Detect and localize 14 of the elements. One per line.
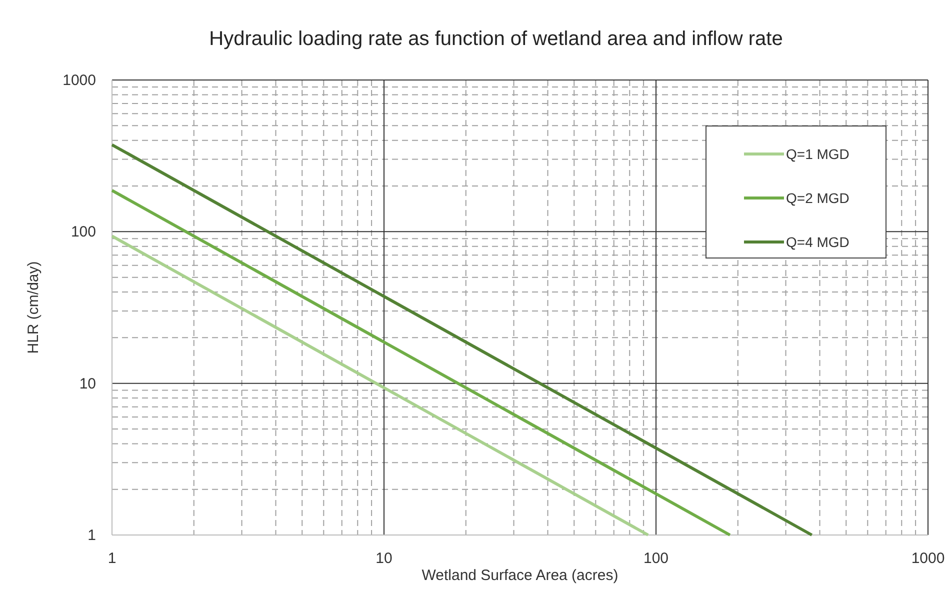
legend-label: Q=4 MGD [786, 234, 850, 250]
legend-label: Q=2 MGD [786, 190, 850, 206]
y-tick-label: 1 [88, 527, 96, 544]
y-tick-label: 10 [79, 375, 96, 392]
chart-title: Hydraulic loading rate as function of wetland area and inflow rate [209, 28, 783, 50]
y-tick-label: 100 [70, 224, 96, 241]
y-tick-label: 1000 [62, 72, 96, 89]
legend-label: Q=1 MGD [786, 146, 850, 162]
x-axis-title: Wetland Surface Area (acres) [422, 567, 618, 584]
x-tick-label: 100 [643, 550, 669, 567]
x-tick-label: 1000 [911, 550, 945, 567]
x-tick-label: 1 [108, 550, 116, 567]
y-axis-title: HLR (cm/day) [25, 261, 42, 354]
x-tick-label: 10 [376, 550, 392, 567]
